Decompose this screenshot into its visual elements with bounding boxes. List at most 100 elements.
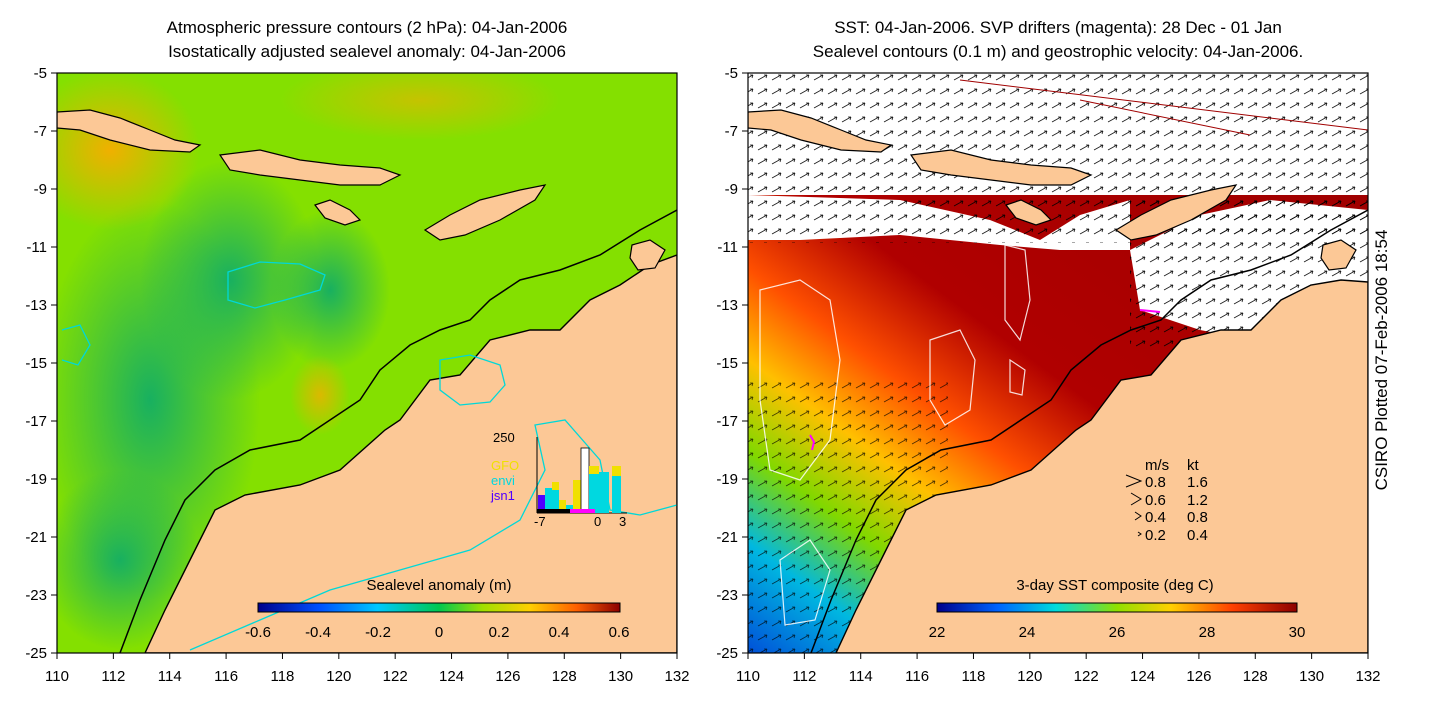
inset-bar [589, 474, 599, 513]
inset-bar [545, 488, 552, 513]
y-tick-label: -15 [716, 355, 738, 372]
y-tick-label: -23 [716, 587, 738, 604]
cyan-contour-central [227, 261, 326, 309]
y-tick-label: -7 [34, 123, 47, 140]
x-tick-label: 124 [439, 668, 464, 685]
left-title-line2: Isostatically adjusted sealevel anomaly:… [168, 42, 566, 61]
left-colorbar-tick: -0.2 [365, 624, 391, 641]
sla-high-center [290, 355, 350, 435]
y-tick-label: -11 [717, 239, 738, 256]
x-tick-label: 130 [1299, 668, 1324, 685]
right-colorbar [936, 602, 1298, 613]
left-colorbar-tick: 0.4 [549, 624, 570, 641]
inset-xtick: -7 [534, 514, 546, 529]
timor-island-right [1114, 184, 1238, 241]
x-tick-label: 120 [1017, 668, 1042, 685]
sealevel-contour [929, 329, 976, 426]
timor-island [423, 184, 547, 241]
right-title-line1: SST: 04-Jan-2006. SVP drifters (magenta)… [834, 18, 1282, 37]
plot-credit: CSIRO Plotted 07-Feb-2006 18:54 [1372, 229, 1391, 491]
sla-low-east [270, 210, 390, 370]
sumba-island-right [1005, 199, 1053, 226]
velocity-legend-kt: 0.4 [1187, 527, 1208, 544]
inset-ymax-label: 250 [493, 430, 515, 445]
y-tick-label: -5 [725, 65, 738, 82]
drifter-track [1139, 309, 1161, 313]
right-colorbar-tick: 28 [1199, 624, 1216, 641]
x-tick-label: 116 [905, 668, 929, 685]
y-tick-label: -17 [716, 413, 738, 430]
right-colorbar-label: 3-day SST composite (deg C) [1016, 577, 1213, 594]
velocity-legend-header-ms: m/s [1145, 457, 1169, 474]
left-colorbar [257, 602, 621, 613]
x-tick-label: 126 [1186, 668, 1211, 685]
velocity-legend-ms: 0.8 [1145, 474, 1166, 491]
velocity-arrow-0.8-icon [1125, 474, 1143, 488]
left-colorbar-tick: 0 [435, 624, 443, 641]
y-tick-label: -7 [725, 123, 738, 140]
inset-legend-jsn1: jsn1 [490, 488, 515, 503]
left-map [57, 73, 677, 653]
ship-track [1079, 99, 1251, 136]
x-tick-label: 114 [158, 668, 182, 685]
inset-bar [599, 472, 609, 513]
left-colorbar-label: Sealevel anomaly (m) [366, 577, 511, 594]
inset-legend-gfo: GFO [491, 458, 519, 473]
x-tick-label: 120 [326, 668, 351, 685]
right-colorbar-tick: 30 [1289, 624, 1306, 641]
sla-low-south [57, 470, 200, 650]
x-tick-label: 110 [45, 668, 69, 685]
inset-bar [580, 447, 590, 514]
y-tick-label: -5 [34, 65, 47, 82]
sla-high-north [280, 73, 560, 140]
left-colorbar-ticks: -0.6 -0.4 -0.2 0 0.2 0.4 0.6 [245, 624, 629, 641]
left-title-line1: Atmospheric pressure contours (2 hPa): 0… [166, 18, 568, 37]
x-tick-label: 114 [849, 668, 873, 685]
y-tick-label: -9 [725, 181, 738, 198]
velocity-legend-ms: 0.4 [1145, 509, 1166, 526]
velocity-arrow-0.4-icon [1134, 511, 1142, 521]
velocity-legend-kt: 0.8 [1187, 509, 1208, 526]
shelf-edge-contour [119, 209, 677, 653]
inset-bar [559, 500, 566, 513]
cyan-contour-east [439, 354, 506, 406]
x-tick-label: 128 [552, 668, 577, 685]
x-tick-label: 126 [495, 668, 520, 685]
velocity-legend-header-kt: kt [1187, 457, 1200, 474]
y-tick-label: -9 [34, 181, 47, 198]
y-tick-label: -21 [25, 529, 47, 546]
sla-low-central [140, 160, 320, 400]
y-tick-label: -25 [25, 645, 47, 662]
x-tick-label: 132 [664, 668, 689, 685]
x-tick-label: 122 [383, 668, 408, 685]
lesser-sunda-islands-right [909, 149, 1093, 186]
inset-legend-envi: envi [491, 473, 515, 488]
shelf-edge-contour-right [810, 209, 1368, 653]
right-map [748, 73, 1368, 653]
x-tick-label: 118 [270, 668, 294, 685]
velocity-legend-ms: 0.6 [1145, 492, 1166, 509]
right-colorbar-tick: 26 [1109, 624, 1126, 641]
left-colorbar-tick: -0.4 [305, 624, 331, 641]
x-tick-label: 130 [608, 668, 633, 685]
java-island [57, 109, 202, 153]
cyan-contour-south [189, 419, 677, 651]
y-tick-label: -11 [26, 239, 47, 256]
y-tick-label: -21 [716, 529, 738, 546]
velocity-legend: m/s kt 0.8 1.6 0.6 1.2 0.4 0.8 0.2 0.4 [1125, 457, 1208, 544]
y-tick-label: -15 [25, 355, 47, 372]
inset-bar [612, 476, 621, 513]
y-tick-label: -23 [25, 587, 47, 604]
lesser-sunda-islands [218, 149, 402, 186]
drifter-track [809, 434, 816, 451]
y-tick-label: -19 [716, 471, 738, 488]
left-colorbar-tick: -0.6 [245, 624, 271, 641]
inset-bar [538, 495, 545, 513]
inset-day-marks [537, 509, 585, 513]
x-tick-label: 118 [961, 668, 985, 685]
sealevel-contour [759, 279, 841, 481]
velocity-legend-kt: 1.2 [1187, 492, 1208, 509]
y-tick-label: -17 [25, 413, 47, 430]
velocity-arrow-0.6-icon [1130, 492, 1142, 506]
x-tick-label: 112 [792, 668, 816, 685]
